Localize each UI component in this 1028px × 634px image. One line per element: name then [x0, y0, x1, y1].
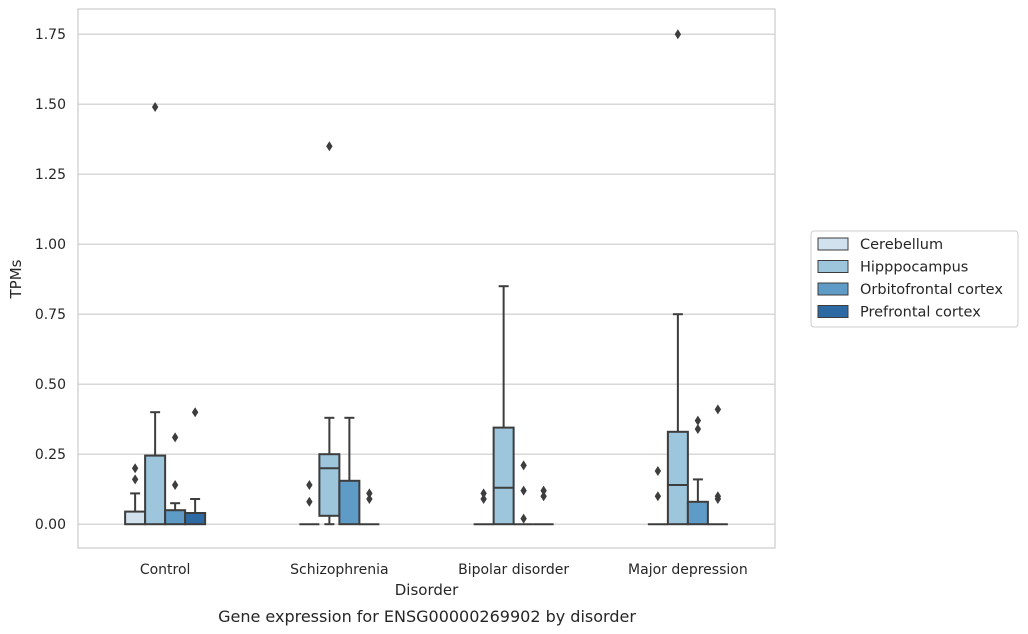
box-control-prefrontal-cortex — [184, 407, 207, 526]
outlier-marker — [540, 491, 547, 502]
x-tick-label: Control — [140, 562, 191, 578]
box-bipolar-disorder-hipppocampus — [492, 285, 515, 526]
box-body — [124, 510, 147, 526]
legend: Cerebellum Hipppocampus Orbitofrontal cort… — [810, 230, 1019, 328]
legend-label: Prefrontal cortex — [860, 305, 981, 321]
x-tick-label: Major depression — [628, 562, 748, 578]
outlier-marker — [366, 494, 373, 504]
box-major-depression-prefrontal-cortex — [707, 404, 728, 526]
chart-caption: Gene expression for ENSG00000269902 by d… — [218, 607, 636, 626]
outlier-marker — [674, 29, 682, 40]
outlier-marker — [306, 496, 313, 507]
box-body — [184, 512, 207, 526]
box-control-hipppocampus — [144, 102, 167, 526]
x-tick-label: Schizophrenia — [290, 562, 388, 578]
y-tick-label: 0.75 — [35, 307, 66, 323]
outlier-marker — [694, 415, 702, 426]
y-tick-label: 1.75 — [35, 27, 66, 43]
y-tick-label: 1.00 — [35, 237, 66, 253]
y-tick-label: 1.50 — [35, 97, 66, 113]
box-body — [338, 479, 361, 526]
outlier-marker — [654, 466, 662, 476]
box-bipolar-disorder-prefrontal-cortex — [533, 485, 554, 526]
legend-item: Orbitofrontal cortex — [817, 282, 1003, 298]
outlier-marker — [131, 474, 139, 485]
boxes — [124, 29, 728, 526]
y-tick-labels: 0.00 0.25 0.50 0.75 1.00 1.25 1.50 1.75 — [35, 27, 66, 533]
x-tick-labels: Control Schizophrenia Bipolar disorder Majo… — [140, 562, 748, 578]
outlier-marker — [171, 432, 179, 443]
outlier-marker — [326, 141, 333, 152]
box-major-depression-hipppocampus — [666, 29, 689, 526]
box-control-cerebellum — [124, 463, 147, 526]
y-tick-label: 1.25 — [35, 167, 66, 183]
box-schizophrenia-orbitofrontal-cortex — [338, 416, 361, 526]
legend-item: Hipppocampus — [817, 260, 968, 276]
box-bipolar-disorder-orbitofrontal-cortex — [513, 460, 534, 526]
outlier-marker — [520, 513, 527, 524]
x-tick-label: Bipolar disorder — [458, 562, 569, 578]
legend-swatch — [817, 260, 849, 273]
legend-item: Cerebellum — [817, 237, 943, 253]
box-schizophrenia-cerebellum — [299, 480, 320, 526]
outlier-marker — [694, 424, 702, 434]
box-body — [666, 430, 689, 526]
outlier-marker — [131, 463, 139, 474]
box-body — [144, 454, 167, 526]
legend-frame — [810, 230, 1019, 328]
box-body — [686, 500, 709, 526]
legend-label: Hipppocampus — [860, 260, 968, 276]
y-axis-label: TPMs — [7, 259, 25, 299]
outlier-marker — [480, 488, 487, 499]
box-body — [318, 453, 341, 517]
y-tick-label: 0.50 — [35, 377, 66, 393]
legend-swatch — [817, 305, 849, 318]
outlier-marker — [654, 491, 662, 502]
outlier-marker — [480, 494, 487, 504]
outlier-marker — [714, 404, 722, 415]
outlier-marker — [151, 102, 159, 112]
legend-swatch — [817, 282, 849, 296]
legend-label: Orbitofrontal cortex — [860, 282, 1003, 298]
box-body — [164, 509, 187, 526]
plot-area-frame — [77, 8, 776, 549]
box-bipolar-disorder-cerebellum — [473, 488, 494, 526]
legend-swatch — [817, 237, 849, 251]
x-axis-label: Disorder — [395, 581, 459, 599]
box-major-depression-cerebellum — [647, 466, 668, 526]
box-schizophrenia-prefrontal-cortex — [359, 488, 380, 526]
y-tick-label: 0.00 — [35, 517, 66, 533]
y-tick-label: 0.25 — [35, 447, 66, 463]
outlier-marker — [520, 485, 527, 496]
outlier-marker — [714, 491, 722, 502]
outlier-marker — [171, 480, 179, 490]
box-major-depression-orbitofrontal-cortex — [686, 415, 709, 526]
outlier-marker — [366, 488, 373, 499]
box-body — [492, 426, 515, 526]
legend-item: Prefrontal cortex — [817, 305, 981, 321]
outlier-marker — [191, 407, 199, 418]
outlier-marker — [520, 460, 527, 471]
outlier-marker — [540, 485, 547, 496]
legend-label: Cerebellum — [860, 237, 943, 253]
outlier-marker — [306, 480, 313, 490]
